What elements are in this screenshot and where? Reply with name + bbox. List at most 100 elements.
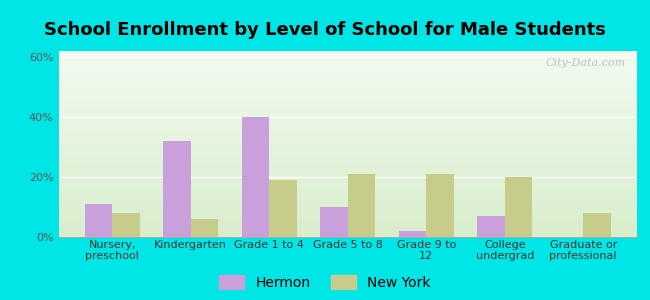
- Bar: [58, 218, 637, 220]
- Bar: [58, 94, 637, 96]
- Bar: [58, 90, 637, 92]
- Bar: [477, 216, 505, 237]
- Bar: [58, 153, 637, 155]
- Bar: [58, 231, 637, 233]
- Bar: [58, 226, 637, 228]
- Bar: [58, 98, 637, 99]
- Bar: [58, 176, 637, 178]
- Bar: [84, 204, 112, 237]
- Bar: [58, 142, 637, 144]
- Bar: [58, 185, 637, 187]
- Bar: [505, 177, 532, 237]
- Bar: [58, 133, 637, 135]
- Bar: [58, 217, 637, 218]
- Bar: [58, 103, 637, 105]
- Bar: [58, 116, 637, 118]
- Bar: [58, 190, 637, 192]
- Bar: [58, 144, 637, 146]
- Bar: [58, 55, 637, 57]
- Bar: [58, 155, 637, 157]
- Bar: [58, 88, 637, 90]
- Bar: [58, 181, 637, 183]
- Bar: [58, 215, 637, 217]
- Bar: [58, 220, 637, 222]
- Bar: [58, 136, 637, 138]
- Bar: [58, 62, 637, 64]
- Bar: [58, 194, 637, 196]
- Bar: [58, 71, 637, 73]
- Bar: [58, 131, 637, 133]
- Bar: [58, 159, 637, 161]
- Bar: [58, 114, 637, 116]
- Bar: [58, 166, 637, 168]
- Bar: [58, 146, 637, 148]
- Bar: [58, 174, 637, 176]
- Bar: [58, 207, 637, 209]
- Bar: [58, 107, 637, 109]
- Bar: [58, 124, 637, 125]
- Bar: [58, 79, 637, 81]
- Text: City-Data.com: City-Data.com: [545, 58, 625, 68]
- Bar: [58, 53, 637, 55]
- Bar: [58, 99, 637, 101]
- Bar: [58, 129, 637, 131]
- Bar: [58, 58, 637, 60]
- Bar: [58, 75, 637, 77]
- Bar: [58, 233, 637, 235]
- Bar: [58, 51, 637, 53]
- Bar: [58, 211, 637, 213]
- Bar: [58, 85, 637, 86]
- Bar: [58, 66, 637, 68]
- Bar: [348, 174, 375, 237]
- Bar: [58, 70, 637, 71]
- Bar: [190, 219, 218, 237]
- Bar: [58, 163, 637, 164]
- Bar: [58, 105, 637, 107]
- Bar: [58, 135, 637, 137]
- Bar: [58, 150, 637, 152]
- Bar: [58, 112, 637, 114]
- Bar: [58, 81, 637, 82]
- Bar: [58, 196, 637, 198]
- Bar: [163, 141, 190, 237]
- Bar: [58, 127, 637, 129]
- Bar: [242, 117, 269, 237]
- Bar: [58, 164, 637, 166]
- Bar: [58, 213, 637, 215]
- Bar: [58, 60, 637, 62]
- Bar: [320, 207, 348, 237]
- Bar: [58, 73, 637, 75]
- Bar: [58, 230, 637, 231]
- Bar: [58, 187, 637, 189]
- Bar: [58, 170, 637, 172]
- Bar: [112, 213, 140, 237]
- Bar: [58, 101, 637, 103]
- Bar: [58, 68, 637, 70]
- Bar: [58, 118, 637, 120]
- Bar: [58, 228, 637, 230]
- Bar: [58, 86, 637, 88]
- Bar: [58, 178, 637, 179]
- Bar: [58, 57, 637, 59]
- Bar: [58, 152, 637, 153]
- Bar: [58, 125, 637, 127]
- Bar: [58, 77, 637, 79]
- Bar: [58, 189, 637, 190]
- Bar: [583, 213, 611, 237]
- Bar: [58, 82, 637, 85]
- Legend: Hermon, New York: Hermon, New York: [219, 275, 431, 290]
- Bar: [58, 148, 637, 150]
- Bar: [58, 96, 637, 98]
- Bar: [58, 222, 637, 224]
- Bar: [58, 138, 637, 140]
- Bar: [58, 183, 637, 185]
- Bar: [58, 64, 637, 66]
- Bar: [58, 172, 637, 174]
- Bar: [58, 122, 637, 124]
- Bar: [398, 231, 426, 237]
- Bar: [58, 179, 637, 181]
- Bar: [426, 174, 454, 237]
- Bar: [58, 161, 637, 163]
- Bar: [269, 180, 297, 237]
- Bar: [58, 109, 637, 110]
